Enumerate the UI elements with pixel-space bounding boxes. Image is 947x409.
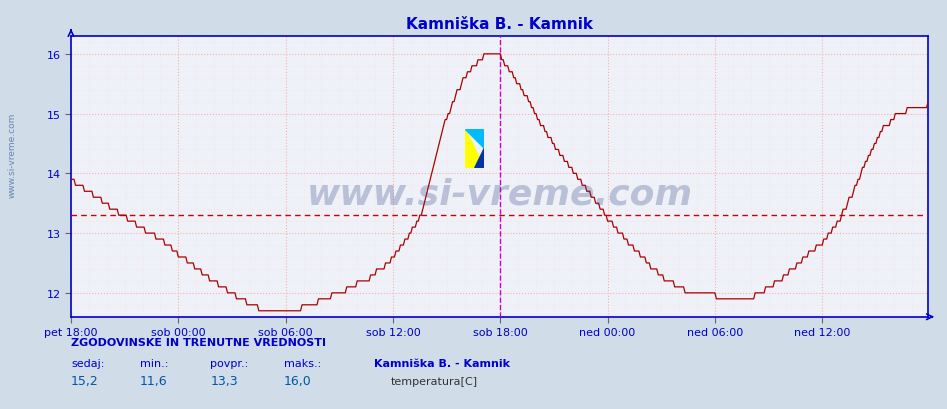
Title: Kamniška B. - Kamnik: Kamniška B. - Kamnik: [406, 16, 593, 31]
Text: povpr.:: povpr.:: [210, 358, 248, 368]
Polygon shape: [474, 149, 484, 169]
Text: 13,3: 13,3: [210, 375, 238, 387]
Polygon shape: [465, 130, 484, 169]
Text: www.si-vreme.com: www.si-vreme.com: [8, 113, 17, 198]
Text: 15,2: 15,2: [71, 375, 98, 387]
Text: Kamniška B. - Kamnik: Kamniška B. - Kamnik: [374, 358, 510, 368]
Text: temperatura[C]: temperatura[C]: [391, 376, 478, 387]
Text: sedaj:: sedaj:: [71, 358, 104, 368]
Text: ZGODOVINSKE IN TRENUTNE VREDNOSTI: ZGODOVINSKE IN TRENUTNE VREDNOSTI: [71, 337, 326, 348]
Text: www.si-vreme.com: www.si-vreme.com: [307, 177, 692, 211]
Text: min.:: min.:: [140, 358, 169, 368]
Text: 11,6: 11,6: [140, 375, 168, 387]
Text: 16,0: 16,0: [284, 375, 312, 387]
Polygon shape: [465, 130, 484, 149]
Text: maks.:: maks.:: [284, 358, 321, 368]
